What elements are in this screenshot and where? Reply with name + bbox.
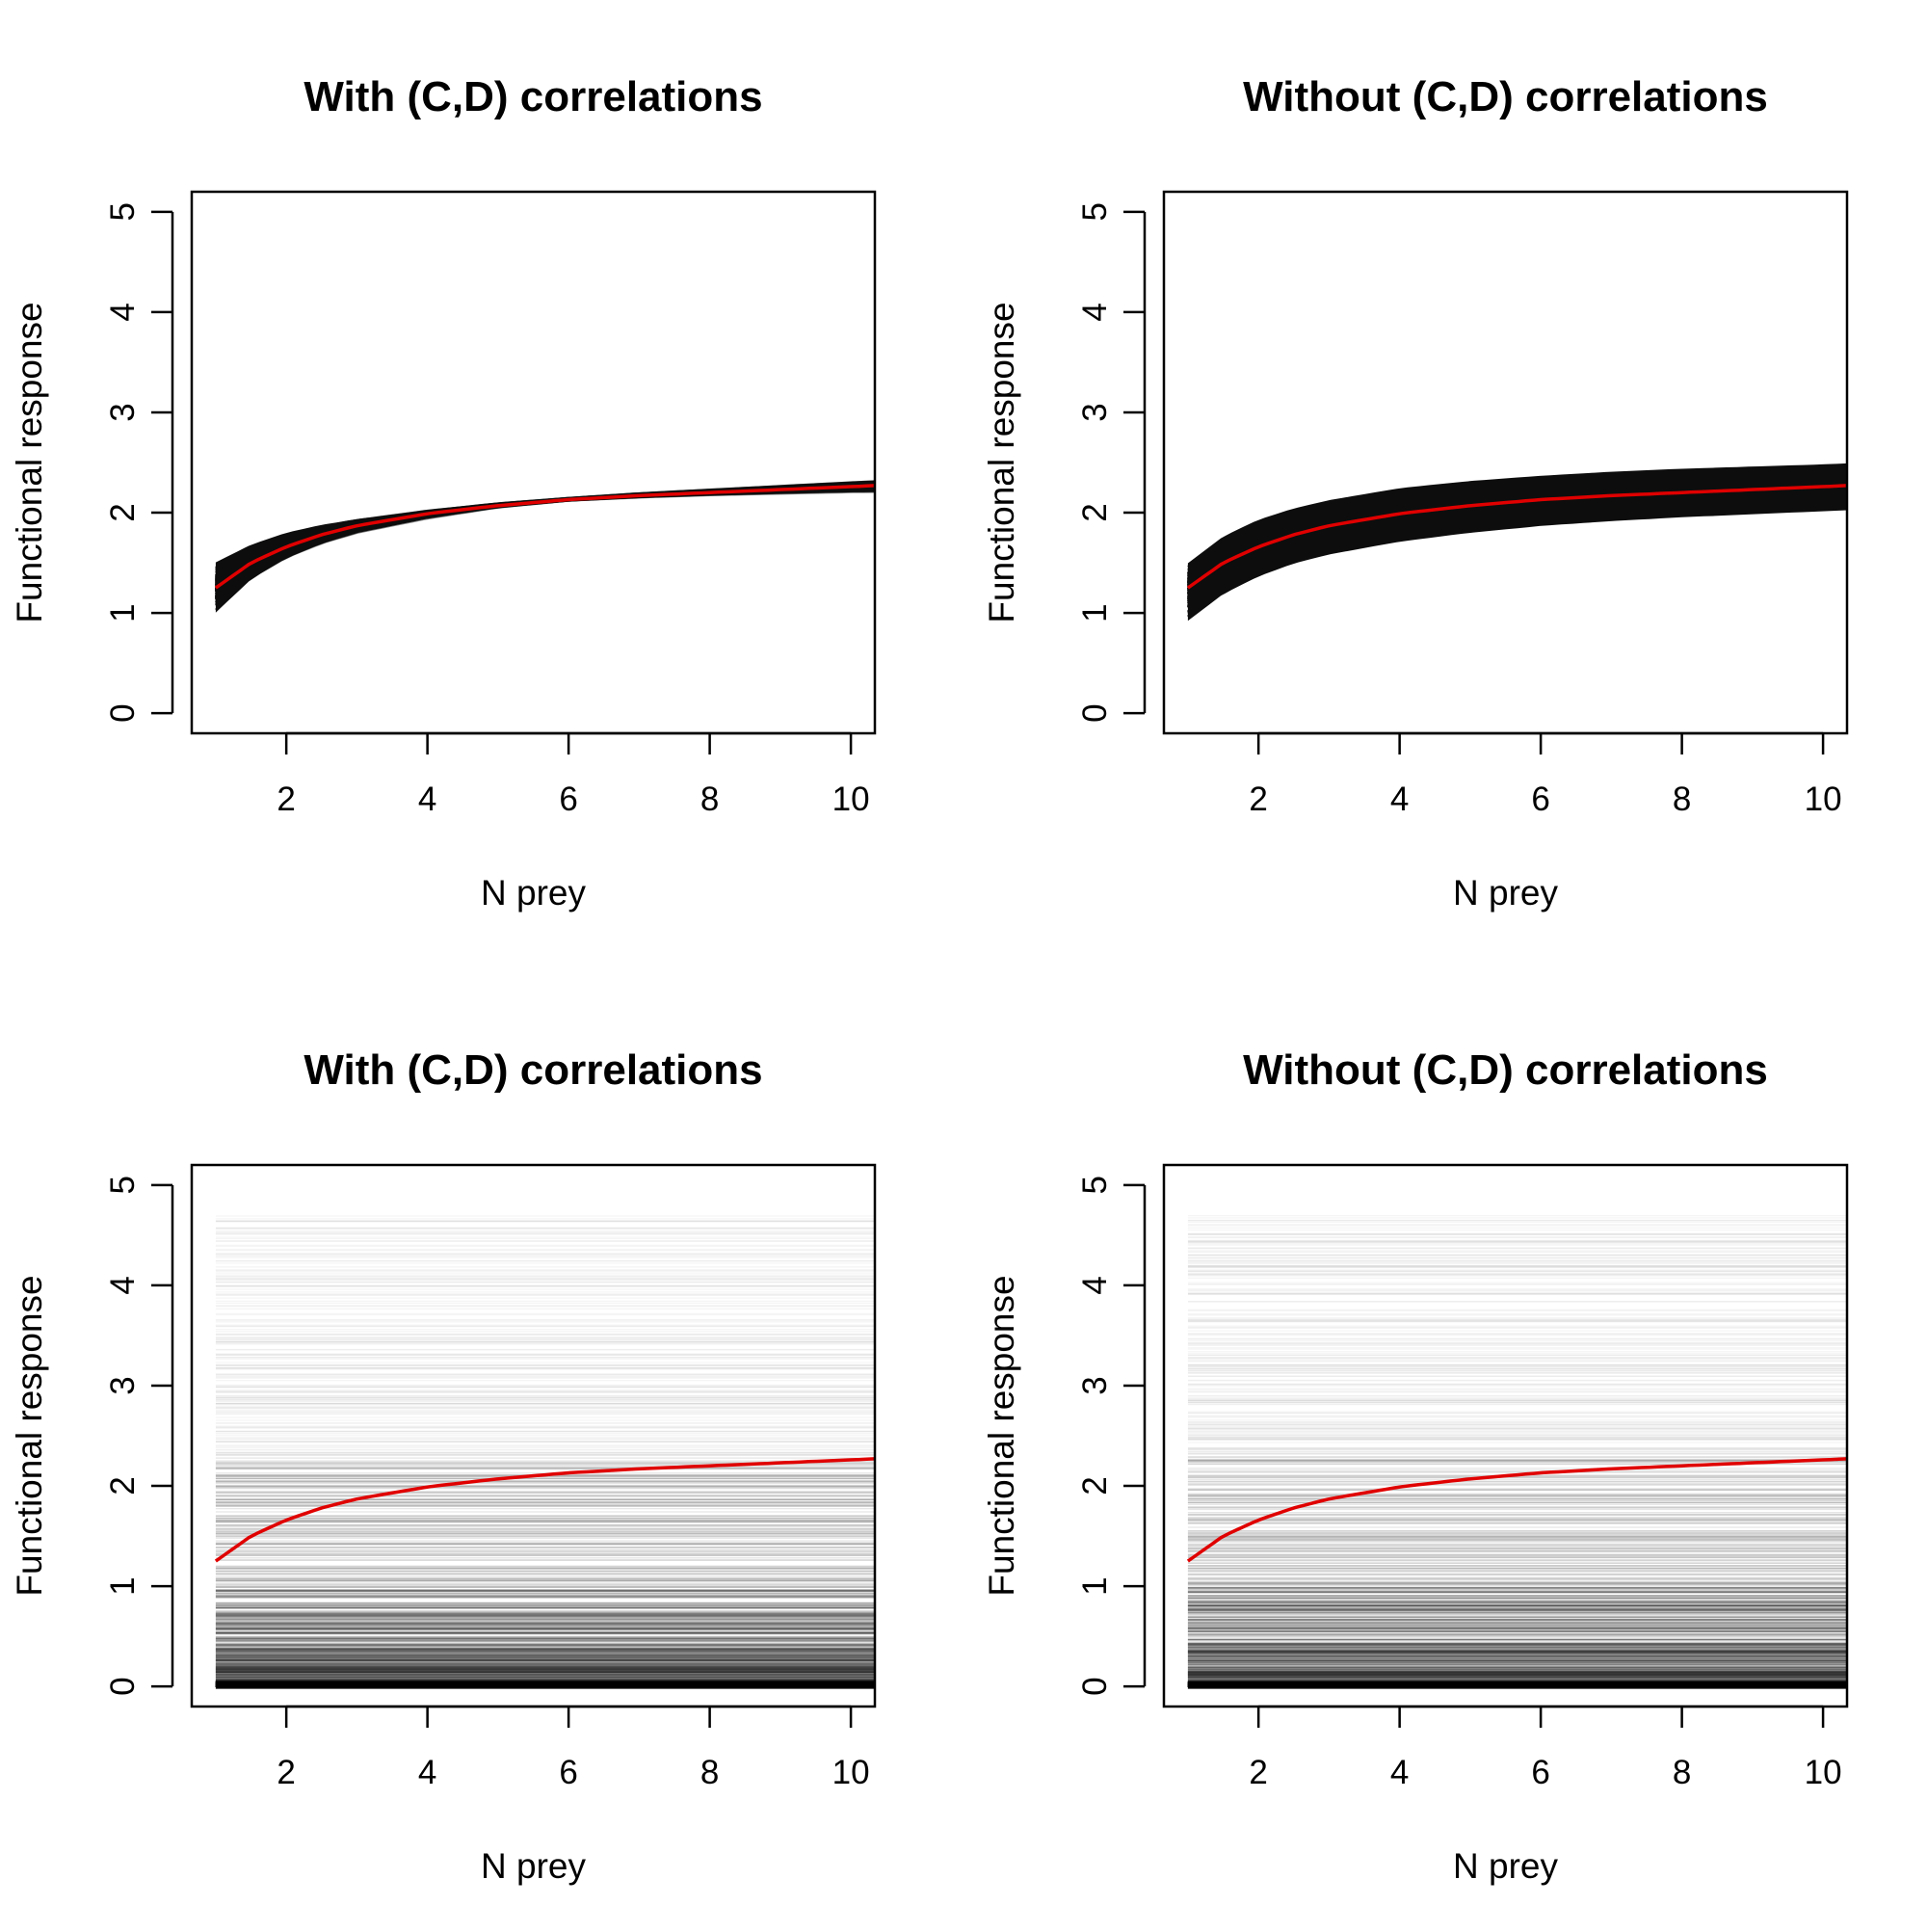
y-axis-label: Functional response [10,302,49,622]
x-axis-label: N prey [481,1846,586,1886]
simulated-curve [215,480,875,572]
y-tick-label: 2 [1076,503,1114,521]
y-tick-label: 1 [1076,1576,1114,1595]
plot-area [1186,463,1847,622]
y-axis-label: Functional response [982,1275,1021,1596]
y-tick-label: 4 [104,1276,142,1294]
y-tick-label: 4 [1076,303,1114,321]
x-tick-label: 2 [277,1754,295,1791]
y-tick-label: 0 [104,1677,142,1695]
x-axis-label: N prey [1453,1846,1558,1886]
x-tick-label: 8 [1673,781,1691,818]
curve-band-core [1187,463,1847,622]
x-tick-label: 6 [1531,1754,1549,1791]
x-tick-label: 2 [1249,781,1267,818]
chart-title: With (C,D) correlations [304,73,762,120]
y-tick-label: 0 [1076,703,1114,722]
y-tick-label: 4 [1076,1276,1114,1294]
y-tick-label: 1 [104,1576,142,1595]
mean-curve [214,484,875,590]
x-tick-label: 6 [559,781,577,818]
y-tick-label: 1 [1076,603,1114,622]
y-tick-label: 3 [1076,1376,1114,1394]
plot-area [214,1215,875,1689]
y-axis-label: Functional response [10,1275,49,1596]
plot-area [214,480,875,613]
y-tick-label: 4 [104,303,142,321]
x-tick-label: 4 [418,1754,436,1791]
x-axis-label: N prey [481,873,586,913]
simulated-curve [215,480,875,570]
simulated-curve [214,490,875,612]
y-axis-label: Functional response [982,302,1021,622]
chart-title: Without (C,D) correlations [1243,73,1768,120]
mean-curve [1186,484,1847,590]
y-tick-label: 5 [1076,1176,1114,1194]
x-tick-label: 10 [832,781,870,818]
x-tick-label: 6 [1531,781,1549,818]
x-tick-label: 8 [1673,1754,1691,1791]
plot-frame [190,190,877,735]
plot-area [1186,1215,1847,1689]
mean-curve [214,1457,875,1563]
y-tick-label: 2 [1076,1476,1114,1495]
x-tick-label: 2 [277,781,295,818]
x-tick-label: 8 [700,781,719,818]
x-tick-label: 4 [1390,781,1409,818]
y-tick-label: 5 [104,1176,142,1194]
y-tick-label: 3 [1076,403,1114,421]
simulated-curve [215,480,875,571]
x-tick-label: 4 [1390,1754,1409,1791]
x-tick-label: 10 [1805,781,1842,818]
chart-panel-bottom-left: 2 4 6 8 10 0 1 2 3 4 5 With (C,D) correlations N pre… [10,1046,877,1886]
x-tick-label: 4 [418,781,436,818]
y-tick-label: 3 [104,1376,142,1394]
y-tick-label: 5 [104,202,142,221]
curve-band [1186,463,1847,622]
y-tick-label: 2 [104,503,142,521]
chart-panel-top-left: 2 4 6 8 10 0 1 2 3 4 5 With (C,D) correlations N pre… [10,73,877,913]
y-tick-label: 1 [104,603,142,622]
y-tick-label: 2 [104,1476,142,1495]
y-tick-label: 5 [1076,202,1114,221]
chart-title: Without (C,D) correlations [1243,1046,1768,1094]
mean-curve [1186,1457,1847,1563]
simulated-curve [214,489,875,607]
y-tick-label: 3 [104,403,142,421]
x-tick-label: 10 [1805,1754,1842,1791]
chart-title: With (C,D) correlations [304,1046,762,1094]
chart-panel-bottom-right: 2 4 6 8 10 0 1 2 3 4 5 Without (C,D) correlations N … [982,1046,1849,1886]
flat-lines [1187,1215,1847,1689]
x-tick-label: 6 [559,1754,577,1791]
x-tick-label: 2 [1249,1754,1267,1791]
flat-lines [215,1215,875,1689]
plot-frame [1162,190,1849,735]
y-tick-label: 0 [104,703,142,722]
x-axis-label: N prey [1453,873,1558,913]
x-tick-label: 8 [700,1754,719,1791]
simulated-curve [214,489,875,607]
chart-panel-top-right: 2 4 6 8 10 0 1 2 3 4 5 Without (C,D) correlations N … [982,73,1849,913]
x-tick-label: 10 [832,1754,870,1791]
y-tick-label: 0 [1076,1677,1114,1695]
